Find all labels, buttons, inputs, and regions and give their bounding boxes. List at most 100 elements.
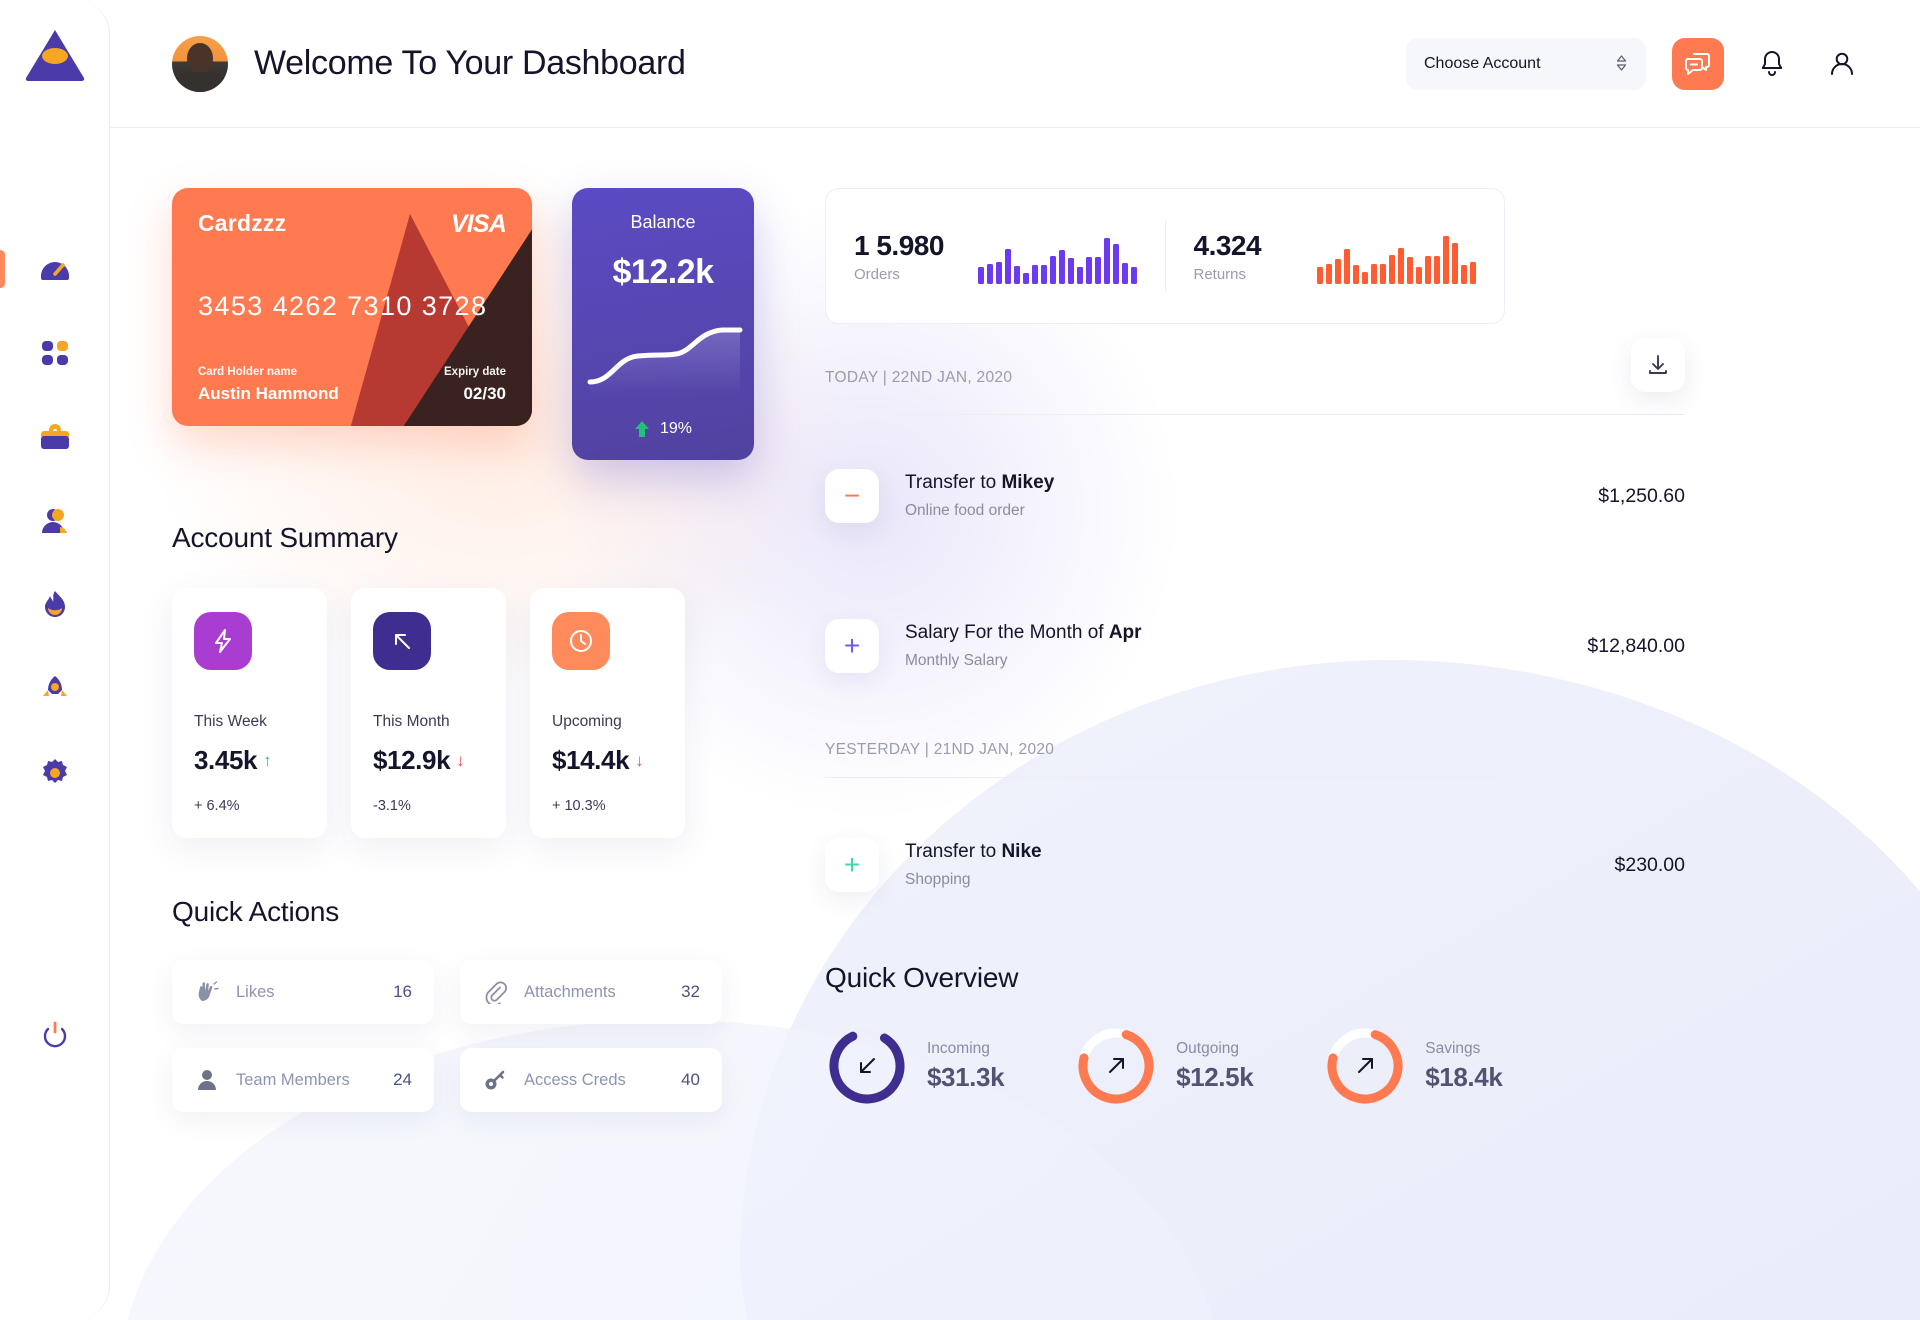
- spark-bar: [995, 261, 1002, 284]
- spark-bar: [1022, 272, 1029, 284]
- outgoing-donut-chart: [1074, 1024, 1158, 1108]
- summary-percent: + 6.4%: [194, 798, 240, 814]
- summary-card-this-week[interactable]: This Week 3.45k ↑ + 6.4%: [172, 588, 327, 838]
- transaction-title-prefix: Salary For the Month of: [905, 622, 1109, 643]
- spark-bar: [1040, 264, 1047, 284]
- overview-label: Savings: [1425, 1039, 1481, 1057]
- sidebar-item-settings[interactable]: [0, 750, 109, 796]
- sidebar-item-trending[interactable]: [0, 582, 109, 628]
- chat-bubbles-icon: [1685, 52, 1710, 75]
- visa-logo: VISA: [450, 210, 507, 238]
- key-icon: [482, 1068, 508, 1092]
- lightning-icon-badge: [194, 612, 252, 670]
- sidebar-item-apps[interactable]: [0, 330, 109, 376]
- transaction-row-mikey[interactable]: − Transfer to Mikey Online food order $1…: [825, 439, 1685, 553]
- spark-bar: [1398, 248, 1404, 284]
- rocket-logo[interactable]: [24, 24, 86, 86]
- account-select[interactable]: Choose Account: [1406, 37, 1646, 90]
- spark-bar: [1121, 262, 1128, 284]
- quick-action-access-creds[interactable]: Access Creds 40: [460, 1048, 722, 1112]
- spark-bar: [1335, 259, 1341, 284]
- clock-icon-badge: [552, 612, 610, 670]
- summary-card-this-month[interactable]: This Month $12.9k ↓ -3.1%: [351, 588, 506, 838]
- transaction-row-salary[interactable]: + Salary For the Month of Apr Monthly Sa…: [825, 589, 1685, 703]
- sidebar-item-dashboard[interactable]: [0, 246, 109, 292]
- spark-bar: [977, 267, 984, 284]
- transactions-today-date: TODAY | 22ND JAN, 2020: [825, 369, 1013, 386]
- transaction-title-bold: Mikey: [1001, 472, 1055, 493]
- stat-orders: 1 5.980 Orders: [826, 221, 1165, 291]
- sidebar-item-users[interactable]: [0, 498, 109, 544]
- quick-action-label: Attachments: [524, 982, 616, 1001]
- overview-item-outgoing[interactable]: Outgoing $12.5k: [1074, 1024, 1254, 1108]
- balance-card[interactable]: Balance $12.2k: [572, 188, 754, 460]
- transaction-title: Transfer to Mikey: [905, 472, 1054, 494]
- summary-value-row: 3.45k ↑: [194, 745, 305, 776]
- sidebar: [0, 0, 110, 1320]
- quick-action-label: Access Creds: [524, 1070, 626, 1089]
- spark-bar: [986, 264, 993, 284]
- quick-overview-title: Quick Overview: [825, 962, 1019, 993]
- top-header: Welcome To Your Dashboard Choose Account: [110, 0, 1920, 128]
- rocket-icon: [42, 676, 67, 696]
- download-button[interactable]: [1631, 338, 1685, 392]
- summary-value: 3.45k: [194, 745, 258, 775]
- user-avatar[interactable]: [172, 35, 228, 92]
- quick-actions-title: Quick Actions: [172, 896, 340, 927]
- spark-bar: [1452, 242, 1458, 284]
- quick-action-team-members[interactable]: Team Members 24: [172, 1048, 434, 1112]
- power-button[interactable]: [0, 1018, 109, 1050]
- spark-bar: [1362, 272, 1368, 284]
- arrow-down-left-icon: [825, 1024, 909, 1108]
- download-icon: [1649, 355, 1667, 374]
- left-column: Cardzzz VISA 3453 4262 7310 3728 Card Ho…: [172, 188, 862, 1112]
- transaction-row-nike[interactable]: + Transfer to Nike Shopping $230.00: [825, 808, 1685, 922]
- spark-bar: [1112, 243, 1119, 284]
- summary-value: $14.4k: [552, 745, 630, 775]
- sidebar-item-launch[interactable]: [0, 666, 109, 712]
- transaction-title-prefix: Transfer to: [905, 841, 1002, 862]
- spark-bar: [1461, 264, 1467, 284]
- spark-bar: [1344, 249, 1350, 284]
- chevron-updown-icon: [1615, 53, 1628, 75]
- bell-icon: [1761, 50, 1783, 76]
- transaction-text: Transfer to Nike Shopping: [905, 841, 1042, 889]
- spark-bar: [1407, 257, 1413, 284]
- overview-item-incoming[interactable]: Incoming $31.3k: [825, 1024, 1005, 1108]
- summary-label: This Week: [194, 713, 267, 730]
- spark-bar: [1317, 267, 1323, 284]
- spark-bar: [1389, 254, 1395, 284]
- spark-bar: [1371, 264, 1377, 284]
- right-column: 1 5.980 Orders 4.324 Returns TODAY | 22N…: [825, 188, 1685, 1108]
- summary-card-upcoming[interactable]: Upcoming $14.4k ↓ + 10.3%: [530, 588, 685, 838]
- balance-sparkline-chart: [587, 327, 743, 396]
- overview-value: $31.3k: [927, 1061, 1005, 1092]
- clock-icon: [570, 630, 592, 652]
- spark-bar: [1416, 266, 1422, 284]
- lightning-icon: [215, 629, 231, 653]
- card-holder-name: Austin Hammond: [198, 384, 339, 403]
- profile-icon: [1831, 52, 1853, 75]
- quick-action-likes[interactable]: Likes 16: [172, 960, 434, 1024]
- transaction-text: Salary For the Month of Apr Monthly Sala…: [905, 622, 1142, 670]
- returns-bar-chart: [1317, 228, 1476, 284]
- quick-action-count: 40: [681, 1070, 700, 1089]
- overview-item-savings[interactable]: Savings $18.4k: [1323, 1024, 1503, 1108]
- credit-card[interactable]: Cardzzz VISA 3453 4262 7310 3728 Card Ho…: [172, 188, 532, 426]
- spark-bar: [1067, 257, 1074, 284]
- card-expiry-label: Expiry date: [444, 366, 506, 378]
- overview-value: $12.5k: [1176, 1061, 1254, 1092]
- overview-label: Outgoing: [1176, 1039, 1240, 1057]
- arrow-in-icon-badge: [373, 612, 431, 670]
- spark-bar: [1326, 263, 1332, 284]
- credit-card-content: Cardzzz VISA 3453 4262 7310 3728 Card Ho…: [172, 188, 532, 426]
- quick-action-attachments[interactable]: Attachments 32: [460, 960, 722, 1024]
- transactions-yesterday-header: YESTERDAY | 21ND JAN, 2020: [825, 741, 1685, 778]
- credit-card-footer: Card Holder name Austin Hammond Expiry d…: [198, 366, 506, 404]
- chat-button[interactable]: [1672, 37, 1724, 90]
- sidebar-item-briefcase[interactable]: [0, 414, 109, 460]
- account-summary-title: Account Summary: [172, 522, 398, 553]
- profile-button[interactable]: [1820, 42, 1864, 86]
- notifications-button[interactable]: [1750, 42, 1794, 86]
